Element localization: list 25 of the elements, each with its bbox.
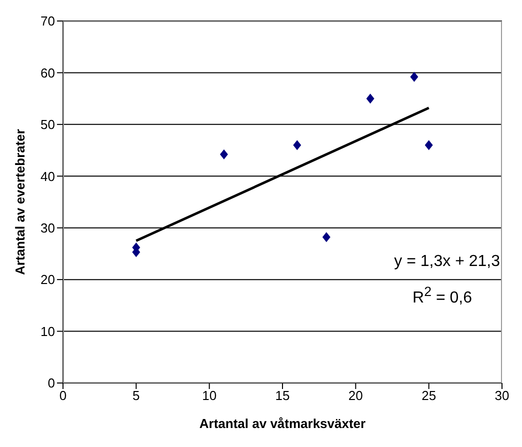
annotation: R$^{2}$ = 0,6: [412, 283, 472, 308]
x-axis-title: Artantal av våtmarksväxter: [199, 416, 366, 431]
x-tick-label: 20: [348, 388, 363, 404]
point: [322, 232, 330, 242]
y-tick-label: 0: [48, 376, 55, 391]
point: [424, 140, 433, 150]
y-axis-title: Artantal av evertebrater: [12, 129, 28, 275]
point: [220, 149, 228, 160]
y-tick-label: 70: [40, 14, 55, 29]
y-tick-label: 30: [40, 220, 55, 236]
y-tick-label: 50: [40, 117, 55, 132]
point: [410, 72, 418, 82]
y-tick-label: 40: [40, 168, 55, 184]
annotation: y = 1,3x + 21,3: [394, 253, 500, 271]
x-tick-label: 25: [422, 388, 436, 404]
point: [293, 140, 302, 150]
point: [366, 94, 374, 104]
y-tick-label: 60: [40, 65, 55, 80]
x-tick-label: 5: [132, 388, 140, 404]
x-tick-label: 0: [59, 388, 67, 404]
y-tick-label: 20: [40, 272, 55, 288]
x-tick-label: 15: [275, 388, 290, 404]
x-tick-label: 30: [494, 388, 510, 404]
x-tick-label: 10: [202, 388, 217, 404]
y-tick-label: 10: [40, 324, 55, 339]
